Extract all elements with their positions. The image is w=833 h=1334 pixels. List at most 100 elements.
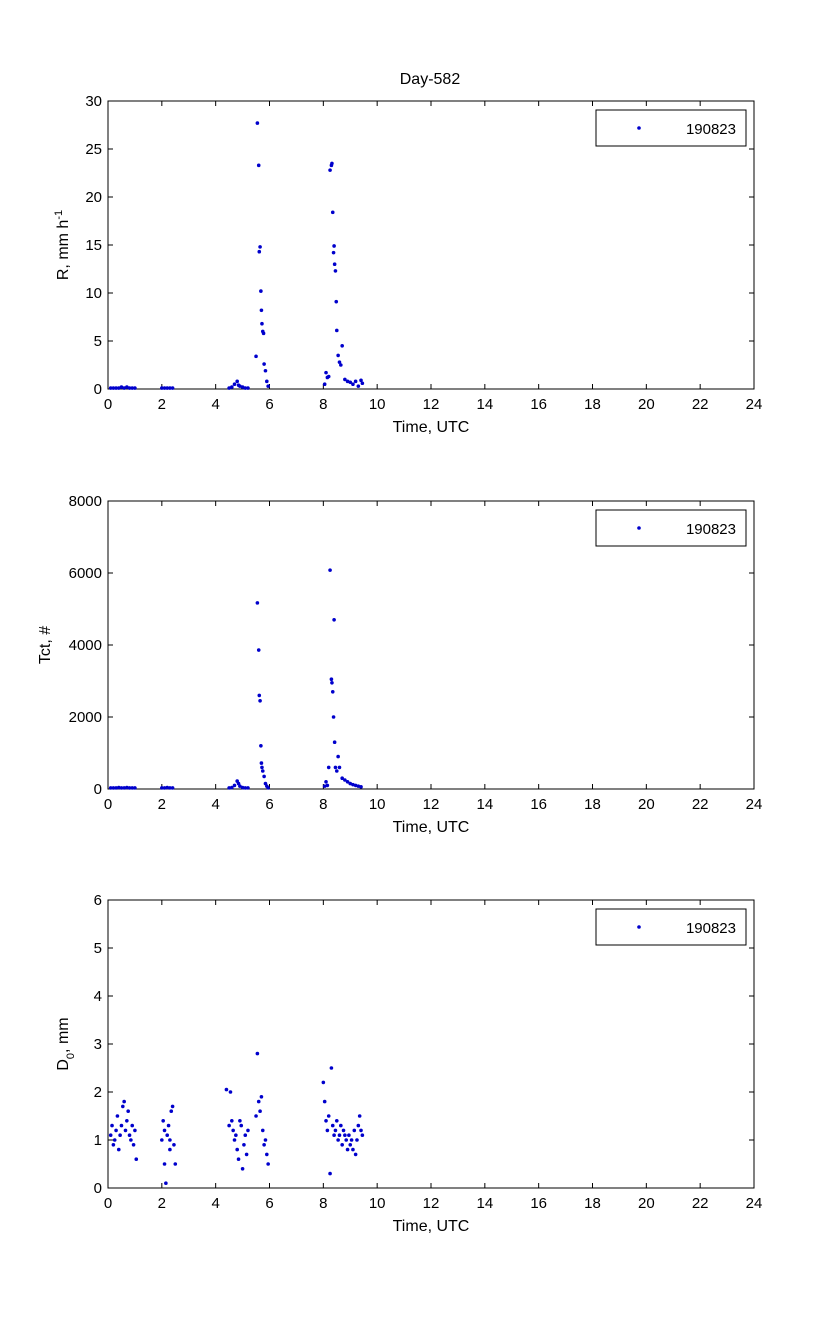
data-point (332, 244, 336, 248)
data-point (160, 786, 164, 790)
data-point (348, 781, 353, 786)
x-tick-label: 20 (638, 1195, 655, 1212)
data-point (129, 1138, 133, 1142)
data-point (353, 783, 358, 788)
data-point (339, 363, 343, 367)
data-point (112, 1138, 117, 1142)
data-point (246, 386, 250, 390)
x-tick-label: 10 (369, 1195, 386, 1212)
data-point (360, 1133, 365, 1137)
data-point (256, 163, 261, 168)
data-point (111, 1143, 116, 1147)
data-point (359, 785, 363, 789)
data-point (355, 1138, 359, 1142)
data-point (108, 386, 113, 390)
data-point (325, 783, 330, 788)
x-tick-label: 0 (104, 396, 112, 413)
data-point (263, 368, 268, 373)
data-point (332, 618, 336, 622)
data-point (168, 1147, 172, 1152)
data-point (347, 1133, 351, 1137)
data-point (333, 269, 338, 273)
figure-title: Day-582 (400, 71, 461, 88)
data-point (127, 1133, 132, 1137)
data-point (343, 1133, 347, 1137)
data-point (227, 1123, 231, 1128)
data-point (172, 1143, 176, 1147)
data-point (243, 386, 248, 390)
y-axis-label: R, mm h-1 (53, 210, 72, 280)
data-point (336, 754, 340, 759)
x-tick-label: 20 (638, 796, 655, 813)
data-point (133, 386, 137, 390)
x-tick-label: 6 (265, 796, 273, 813)
y-axis-label: Tct, # (37, 626, 54, 664)
data-point (332, 262, 337, 267)
data-point (242, 1143, 246, 1147)
data-point (240, 1167, 245, 1171)
data-point (243, 1133, 248, 1137)
data-point (126, 1109, 130, 1113)
data-point (133, 786, 137, 790)
data-point (324, 1119, 328, 1123)
data-point (114, 1128, 118, 1133)
data-point (345, 780, 350, 784)
x-tick-label: 22 (692, 796, 709, 813)
data-point (111, 386, 116, 390)
data-point (130, 386, 135, 390)
data-point (119, 786, 124, 790)
data-point (348, 1143, 353, 1147)
data-point (162, 1162, 167, 1166)
data-point (332, 1133, 336, 1137)
data-point (165, 785, 170, 790)
data-point (238, 1119, 242, 1123)
data-point (345, 1147, 350, 1152)
data-point (254, 1114, 258, 1118)
x-tick-label: 24 (746, 796, 763, 813)
data-point (108, 786, 113, 790)
data-point (166, 1123, 171, 1128)
data-point (130, 786, 135, 790)
data-point (356, 1123, 361, 1128)
data-point (246, 786, 250, 790)
data-point (326, 1114, 331, 1118)
data-point (122, 1099, 126, 1104)
data-point (334, 328, 339, 333)
data-point (160, 1138, 164, 1142)
data-point (259, 289, 263, 293)
x-tick-label: 12 (423, 396, 440, 413)
data-point (127, 386, 132, 390)
data-point (334, 1119, 339, 1123)
data-point (125, 785, 129, 790)
data-point (322, 784, 327, 788)
data-point (256, 1099, 261, 1104)
legend-marker (637, 925, 641, 929)
data-point (230, 385, 234, 389)
x-axis-label: Time, UTC (393, 419, 470, 436)
x-tick-label: 4 (211, 1195, 219, 1212)
data-point (332, 740, 337, 744)
data-point (257, 249, 262, 254)
x-tick-label: 14 (476, 1195, 493, 1212)
data-point (121, 1104, 125, 1109)
data-point (348, 380, 353, 385)
x-tick-label: 20 (638, 396, 655, 413)
data-point (168, 386, 172, 390)
data-point (340, 776, 344, 780)
x-tick-label: 0 (104, 796, 112, 813)
data-point (255, 121, 260, 125)
data-point (322, 382, 327, 387)
data-point (239, 1123, 244, 1128)
data-point (165, 1133, 170, 1137)
data-point (343, 377, 347, 382)
data-point (114, 386, 118, 390)
legend-label: 190823 (686, 121, 736, 138)
data-point (330, 161, 334, 166)
data-point (328, 568, 332, 572)
y-tick-label: 4000 (69, 637, 102, 654)
data-point (227, 786, 231, 790)
data-point (324, 780, 328, 784)
data-point (236, 1157, 241, 1161)
data-point (231, 1128, 235, 1133)
data-point (337, 1133, 342, 1137)
